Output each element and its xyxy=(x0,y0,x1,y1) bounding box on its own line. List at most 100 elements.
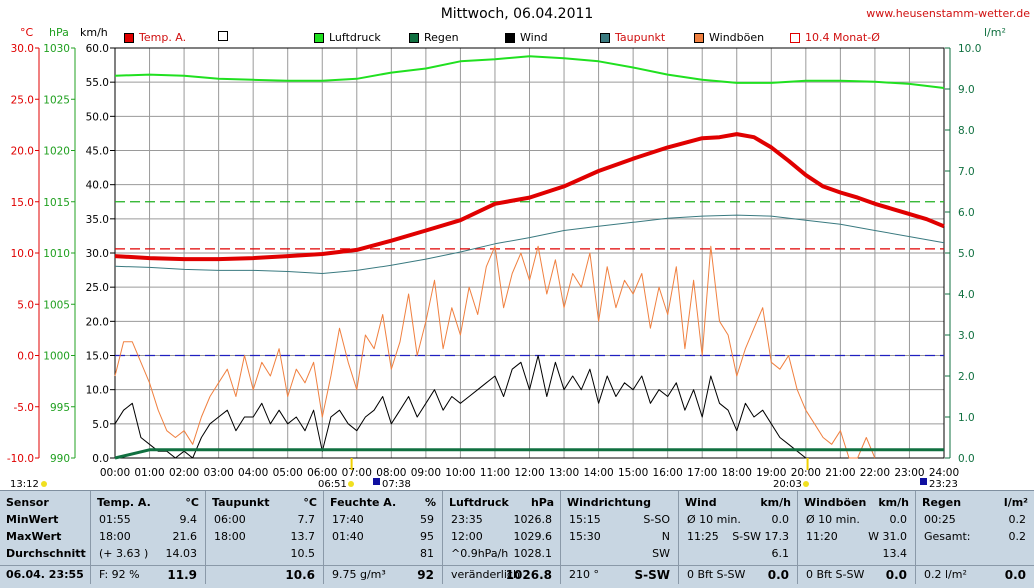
footer-note: 9.75 g/m³ xyxy=(332,568,386,581)
stats-table: Sensor MinWert MaxWert Durchschnitt 06.04. 2… xyxy=(0,490,1034,588)
cell-value: 14.03 xyxy=(165,547,198,560)
rain-tick-label: 2.0 xyxy=(958,371,975,383)
table-row-label: MinWert xyxy=(0,512,90,528)
series-line xyxy=(114,132,945,262)
wind-tick-label: 25.0 xyxy=(86,282,109,294)
footer-value: 92 xyxy=(417,568,434,582)
time-tick-label: 07:00 xyxy=(342,467,372,479)
legend-label: Regen xyxy=(424,31,459,44)
column-title: Taupunkt xyxy=(212,496,270,509)
time-tick-label: 09:00 xyxy=(411,467,441,479)
cell-time: Ø 10 min. xyxy=(806,513,860,526)
table-column: Temp. A. °C 01:55 9.4 18:00 21.6 (+ 3.63 ) 14.0… xyxy=(90,491,205,584)
column-header: Feuchte A.% xyxy=(324,495,442,511)
table-row: Gesamt: 0.2 xyxy=(916,529,1034,545)
wind-tick-label: 40.0 xyxy=(86,180,109,192)
column-header: Temp. A. °C xyxy=(91,495,205,511)
column-title: Wind xyxy=(685,496,717,509)
time-tick-label: 24:00 xyxy=(929,467,959,479)
wind-tick-label: 20.0 xyxy=(86,316,109,328)
cell-value: 21.6 xyxy=(172,530,198,543)
column-footer: F: 92 % 11.9 xyxy=(91,565,205,584)
time-tick-label: 08:00 xyxy=(376,467,406,479)
table-column: Feuchte A.% 17:40 59 01:40 95 81 9.75 g/m³ 92 xyxy=(323,491,442,584)
cell-value: 0.0 xyxy=(771,513,790,526)
wind-tick-label: 50.0 xyxy=(86,111,109,123)
temp-tick-label: 0.0 xyxy=(17,351,34,363)
cell-value: 9.4 xyxy=(179,513,198,526)
cell-value: 59 xyxy=(420,513,434,526)
table-column: Luftdruck hPa 23:35 1026.8 12:00 1029.6 ^0.9hP… xyxy=(442,491,560,584)
footer-value: 0.0 xyxy=(767,568,789,582)
moon2-icon xyxy=(920,478,927,485)
footer-note: 0.2 l/m² xyxy=(924,568,967,581)
cell-value: S-SO xyxy=(643,513,670,526)
cell-value: SW xyxy=(652,547,670,560)
cell-time: 01:55 xyxy=(99,513,131,526)
table-row-label: Durchschnitt xyxy=(0,546,90,562)
column-footer: 0 Bft S-SW 0.0 xyxy=(798,565,915,584)
table-row: 00:25 0.2 xyxy=(916,512,1034,528)
table-label-column: Sensor MinWert MaxWert Durchschnitt 06.04. 2… xyxy=(0,491,90,584)
cell-value: 95 xyxy=(420,530,434,543)
moonrise-icon xyxy=(373,478,380,485)
cell-time: 15:15 xyxy=(569,513,601,526)
column-title: Regen xyxy=(922,496,962,509)
table-row: (+ 3.63 ) 14.03 xyxy=(91,546,205,562)
column-title: Luftdruck xyxy=(449,496,509,509)
table-row: 18:00 13.7 xyxy=(206,529,323,545)
rain-tick-label: 10.0 xyxy=(958,43,981,55)
series-line xyxy=(114,55,945,89)
temp-tick-label: 20.0 xyxy=(11,146,34,158)
time-tick-label: 12:00 xyxy=(514,467,544,479)
row-label-text: Durchschnitt xyxy=(6,547,86,560)
time-tick-label: 01:00 xyxy=(134,467,164,479)
column-footer: 0 Bft S-SW 0.0 xyxy=(679,565,797,584)
wind-tick-label: 35.0 xyxy=(86,214,109,226)
cell-time: 17:40 xyxy=(332,513,364,526)
press-tick-label: 1025 xyxy=(43,94,70,106)
time-tick-label: 22:00 xyxy=(860,467,890,479)
column-header: Windrichtung xyxy=(561,495,678,511)
rain-tick-label: 1.0 xyxy=(958,412,975,424)
time-tick-label: 00:00 xyxy=(100,467,130,479)
table-row: Ø 10 min. 0.0 xyxy=(679,512,797,528)
cell-time: Gesamt: xyxy=(924,530,971,543)
weather-chart: 30.0 25.0 20.0 15.0 10.0 5.0 0.0 -5.0 -10.0 1030 1… xyxy=(7,43,982,490)
legend-swatch xyxy=(314,32,324,43)
time-tick-label: 18:00 xyxy=(722,467,752,479)
wind-tick-label: 30.0 xyxy=(86,248,109,260)
column-title: Windböen xyxy=(804,496,867,509)
table-column: Windrichtung 15:15 S-SO 15:30 N SW 210 ° S-SW xyxy=(560,491,678,584)
table-row: 17:40 59 xyxy=(324,512,442,528)
wind-tick-label: 55.0 xyxy=(86,77,109,89)
cell-value: 1026.8 xyxy=(513,513,553,526)
table-row: 01:55 9.4 xyxy=(91,512,205,528)
table-row: ^0.9hPa/h 1028.1 xyxy=(443,546,560,562)
cell-value: N xyxy=(661,530,670,543)
cell-time: Ø 10 min. xyxy=(687,513,741,526)
site-link[interactable]: www.heusenstamm-wetter.de xyxy=(866,7,1030,20)
footer-value: 0.0 xyxy=(885,568,907,582)
series-line xyxy=(114,355,807,459)
cell-value: 6.1 xyxy=(771,547,790,560)
rain-tick-label: 6.0 xyxy=(958,207,975,219)
press-tick-label: 995 xyxy=(50,402,70,414)
legend-swatch xyxy=(505,32,515,43)
wind-tick-label: 0.0 xyxy=(92,453,109,465)
table-footer-label: 06.04. 23:55 xyxy=(0,565,90,584)
footer-value: 11.9 xyxy=(167,568,197,582)
sunset-icon xyxy=(803,481,809,487)
time-tick-label: 21:00 xyxy=(825,467,855,479)
cell-value: 0.2 xyxy=(1008,513,1027,526)
column-header: Taupunkt °C xyxy=(206,495,323,511)
moon-icon xyxy=(41,481,47,487)
footer-value: 1026.8 xyxy=(505,568,552,582)
cell-time: 11:25 xyxy=(687,530,719,543)
legend-item: Taupunkt xyxy=(600,31,665,44)
time-tick-label: 15:00 xyxy=(618,467,648,479)
chart-title: Mittwoch, 06.04.2011 xyxy=(440,6,594,22)
cell-time: 11:20 xyxy=(806,530,838,543)
column-header: Luftdruck hPa xyxy=(443,495,560,511)
row-label-text: MinWert xyxy=(6,513,59,526)
